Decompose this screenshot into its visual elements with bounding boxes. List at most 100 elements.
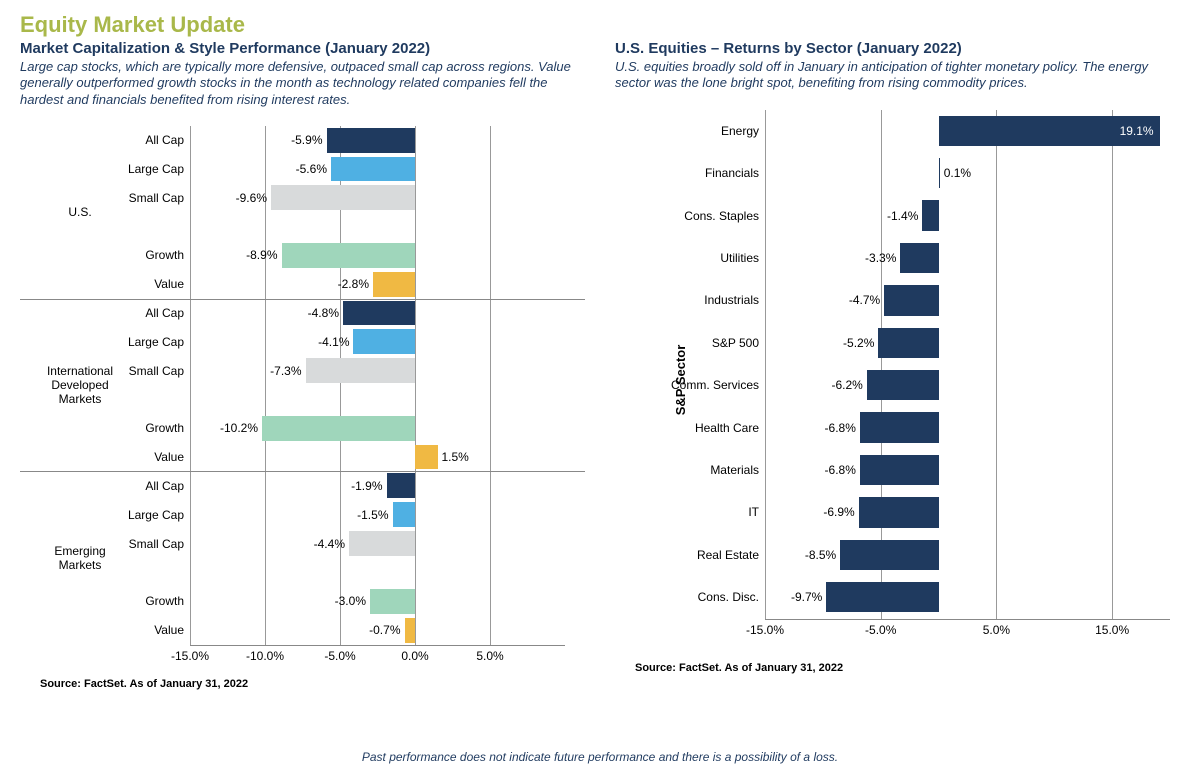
category-label: Energy xyxy=(721,124,759,138)
value-label: -4.1% xyxy=(318,335,349,349)
value-label: -4.8% xyxy=(308,306,339,320)
bar xyxy=(373,272,415,297)
bar xyxy=(282,243,415,268)
value-label: 19.1% xyxy=(1120,124,1154,138)
category-label: All Cap xyxy=(145,306,184,320)
bar-row: Health Care-6.8% xyxy=(765,406,1170,448)
bar-row: Large Cap-4.1% xyxy=(190,327,565,356)
category-label: Cons. Disc. xyxy=(698,590,759,604)
bar-row: Growth-10.2% xyxy=(190,414,565,443)
bar-row: Comm. Services-6.2% xyxy=(765,364,1170,406)
value-label: 1.5% xyxy=(442,450,469,464)
bar xyxy=(826,582,938,612)
bar xyxy=(393,502,416,527)
category-label: Financials xyxy=(705,166,759,180)
bar xyxy=(262,416,415,441)
x-tick-label: -15.0% xyxy=(171,649,209,663)
bar-row: Real Estate-8.5% xyxy=(765,534,1170,576)
right-subtitle: U.S. Equities – Returns by Sector (Janua… xyxy=(615,40,1180,57)
group-label: International Developed Markets xyxy=(20,364,140,406)
category-label: Value xyxy=(154,450,184,464)
bar-row: Growth-8.9% xyxy=(190,241,565,270)
bar xyxy=(860,455,939,485)
bar xyxy=(939,158,940,188)
value-label: -3.0% xyxy=(335,594,366,608)
value-label: -1.9% xyxy=(351,479,382,493)
value-label: 0.1% xyxy=(944,166,971,180)
bar xyxy=(343,301,415,326)
category-label: Health Care xyxy=(695,421,759,435)
category-label: Small Cap xyxy=(129,191,184,205)
bar xyxy=(415,445,438,470)
left-plot-area: -15.0%-10.0%-5.0%0.0%5.0%U.S.All Cap-5.9… xyxy=(190,126,565,646)
value-label: -5.2% xyxy=(843,336,874,350)
bar-row: Small Cap-4.4% xyxy=(190,529,565,558)
value-label: -9.6% xyxy=(236,191,267,205)
right-source: Source: FactSet. As of January 31, 2022 xyxy=(635,662,1180,674)
bar-row: Materials-6.8% xyxy=(765,449,1170,491)
category-label: Small Cap xyxy=(129,537,184,551)
bar xyxy=(353,329,415,354)
value-label: -6.8% xyxy=(825,421,856,435)
x-tick-label: 15.0% xyxy=(1095,623,1129,637)
left-chart-wrap: -15.0% -10.0% -5.0% 0.0% 5.0% U.S. All Cap-5.9… xyxy=(20,116,585,676)
x-tick-label: -5.0% xyxy=(324,649,355,663)
bar xyxy=(405,618,416,643)
value-label: -5.6% xyxy=(296,162,327,176)
bar xyxy=(884,285,938,315)
category-label: Materials xyxy=(710,463,759,477)
category-label: IT xyxy=(748,505,759,519)
value-label: -1.4% xyxy=(887,209,918,223)
bar-row: IT-6.9% xyxy=(765,491,1170,533)
category-label: Large Cap xyxy=(128,335,184,349)
group-label: U.S. xyxy=(20,205,140,219)
bar xyxy=(878,328,938,358)
bar xyxy=(271,185,415,210)
bar xyxy=(370,589,415,614)
value-label: -8.9% xyxy=(246,248,277,262)
value-label: -7.3% xyxy=(270,364,301,378)
left-column: Market Capitalization & Style Performanc… xyxy=(20,40,585,690)
disclaimer-text: Past performance does not indicate futur… xyxy=(0,750,1200,764)
x-tick-label: -10.0% xyxy=(246,649,284,663)
category-label: Real Estate xyxy=(697,548,759,562)
left-source: Source: FactSet. As of January 31, 2022 xyxy=(40,678,585,690)
group-label: Emerging Markets xyxy=(20,544,140,572)
value-label: -0.7% xyxy=(369,623,400,637)
bar-row: All Cap-5.9% xyxy=(190,126,565,155)
value-label: -1.5% xyxy=(357,508,388,522)
bar xyxy=(331,157,415,182)
bar-row: Financials0.1% xyxy=(765,152,1170,194)
right-description: U.S. equities broadly sold off in Januar… xyxy=(615,59,1180,92)
right-plot-area: -15.0%-5.0%5.0%15.0%Energy19.1%Financial… xyxy=(765,110,1170,620)
value-label: -3.3% xyxy=(865,251,896,265)
bar-row: Small Cap-9.6% xyxy=(190,183,565,212)
right-column: U.S. Equities – Returns by Sector (Janua… xyxy=(615,40,1180,690)
value-label: -6.9% xyxy=(823,505,854,519)
x-tick-label: 0.0% xyxy=(401,649,428,663)
bar-row: Growth-3.0% xyxy=(190,587,565,616)
left-chart: -15.0%-10.0%-5.0%0.0%5.0%U.S.All Cap-5.9… xyxy=(100,116,585,676)
bar xyxy=(306,358,416,383)
bar-row: Cons. Staples-1.4% xyxy=(765,194,1170,236)
value-label: -8.5% xyxy=(805,548,836,562)
category-label: Utilities xyxy=(720,251,759,265)
bar xyxy=(900,243,938,273)
category-label: S&P 500 xyxy=(712,336,759,350)
bar-row: Value-0.7% xyxy=(190,616,565,645)
chart-columns: Market Capitalization & Style Performanc… xyxy=(20,40,1180,690)
bar-row: Cons. Disc.-9.7% xyxy=(765,576,1170,618)
category-label: All Cap xyxy=(145,479,184,493)
value-label: -9.7% xyxy=(791,590,822,604)
bar-row: Small Cap-7.3% xyxy=(190,356,565,385)
bar xyxy=(859,497,939,527)
value-label: -4.4% xyxy=(314,537,345,551)
right-chart-wrap: S&P Sector -15.0%-5.0%5.0%15.0%Energy19.… xyxy=(615,100,1180,660)
category-label: Growth xyxy=(145,594,184,608)
category-label: Growth xyxy=(145,421,184,435)
category-label: Value xyxy=(154,623,184,637)
x-tick-label: 5.0% xyxy=(476,649,503,663)
bar-row: Industrials-4.7% xyxy=(765,279,1170,321)
bar xyxy=(387,473,416,498)
left-description: Large cap stocks, which are typically mo… xyxy=(20,59,585,108)
